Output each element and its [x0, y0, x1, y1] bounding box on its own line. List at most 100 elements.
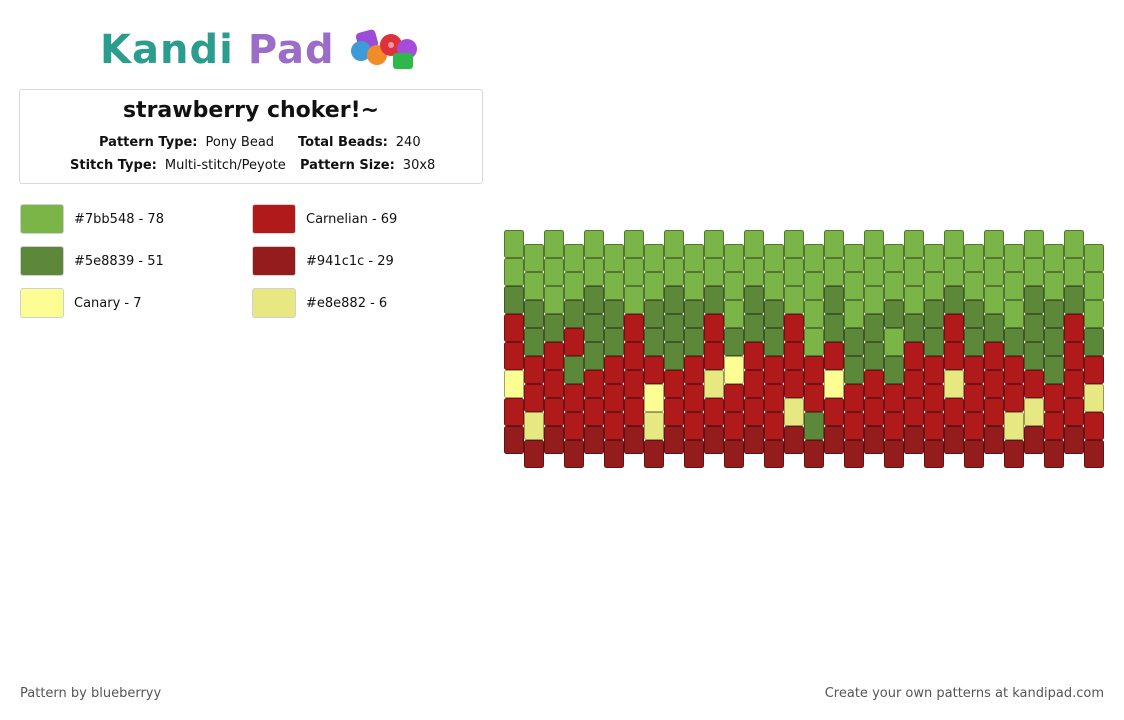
bead [1024, 370, 1044, 398]
bead [964, 440, 984, 468]
bead [1004, 244, 1024, 272]
bead [624, 398, 644, 426]
bead [704, 398, 724, 426]
bead [564, 440, 584, 468]
bead [564, 244, 584, 272]
bead [624, 258, 644, 286]
bead [584, 342, 604, 370]
bead [884, 440, 904, 468]
bead [924, 384, 944, 412]
bead [704, 230, 724, 258]
bead [704, 258, 724, 286]
bead [744, 398, 764, 426]
bead [604, 356, 624, 384]
bead [1064, 342, 1084, 370]
bead [904, 286, 924, 314]
bead [1084, 328, 1104, 356]
bead [904, 426, 924, 454]
bead [1004, 272, 1024, 300]
bead [504, 342, 524, 370]
bead [684, 356, 704, 384]
bead [684, 412, 704, 440]
bead [884, 356, 904, 384]
bead [964, 328, 984, 356]
legend-label: #941c1c - 29 [306, 253, 394, 269]
bead [964, 272, 984, 300]
pattern-type-label: Pattern Type: [99, 135, 198, 150]
bead [604, 272, 624, 300]
color-swatch [20, 288, 64, 318]
bead [584, 426, 604, 454]
bead [544, 314, 564, 342]
stitch-type-label: Stitch Type: [70, 158, 157, 173]
bead [884, 300, 904, 328]
legend-item: Carnelian - 69 [252, 203, 397, 235]
bead [964, 244, 984, 272]
bead [944, 398, 964, 426]
kandipad-logo[interactable]: Kandi Pad [100, 24, 423, 76]
bead [624, 314, 644, 342]
bead [824, 286, 844, 314]
bead [984, 426, 1004, 454]
bead [564, 384, 584, 412]
bead [904, 370, 924, 398]
bead [724, 244, 744, 272]
stitch-type-field: Stitch Type: Multi-stitch/Peyote [70, 158, 286, 173]
bead [944, 426, 964, 454]
bead [844, 356, 864, 384]
bead [684, 328, 704, 356]
bead [964, 300, 984, 328]
bead [1024, 230, 1044, 258]
bead [984, 314, 1004, 342]
bead [1084, 272, 1104, 300]
legend-item: #7bb548 - 78 [20, 203, 164, 235]
bead [504, 370, 524, 398]
bead [764, 300, 784, 328]
bead [1064, 230, 1084, 258]
bead [724, 384, 744, 412]
bead [944, 314, 964, 342]
bead [1024, 286, 1044, 314]
bead [1004, 328, 1024, 356]
bead [1024, 342, 1044, 370]
bead [644, 272, 664, 300]
legend-item: #941c1c - 29 [252, 245, 394, 277]
bead [504, 398, 524, 426]
bead [744, 230, 764, 258]
bead [744, 342, 764, 370]
bead [1024, 398, 1044, 426]
bead [1064, 258, 1084, 286]
bead [664, 342, 684, 370]
bead [504, 426, 524, 454]
bead [804, 244, 824, 272]
bead [544, 286, 564, 314]
bead [664, 370, 684, 398]
bead [524, 328, 544, 356]
bead [644, 244, 664, 272]
bead [1044, 440, 1064, 468]
bead [764, 356, 784, 384]
bead [764, 328, 784, 356]
bead [564, 300, 584, 328]
bead [564, 272, 584, 300]
bead [824, 230, 844, 258]
bead [904, 258, 924, 286]
bead [864, 342, 884, 370]
bead [624, 342, 644, 370]
legend-label: #5e8839 - 51 [74, 253, 164, 269]
bead [1044, 412, 1064, 440]
bead [1064, 370, 1084, 398]
bead [824, 342, 844, 370]
legend-label: Carnelian - 69 [306, 211, 398, 227]
bead [884, 272, 904, 300]
kandipad-promo-link[interactable]: Create your own patterns at kandipad.com [824, 686, 1104, 701]
bead [684, 244, 704, 272]
bead [724, 272, 744, 300]
bead [704, 286, 724, 314]
bead [524, 412, 544, 440]
bead [784, 398, 804, 426]
bead [764, 440, 784, 468]
pattern-size-field: Pattern Size: 30x8 [300, 158, 435, 173]
bead [764, 272, 784, 300]
bead [604, 328, 624, 356]
